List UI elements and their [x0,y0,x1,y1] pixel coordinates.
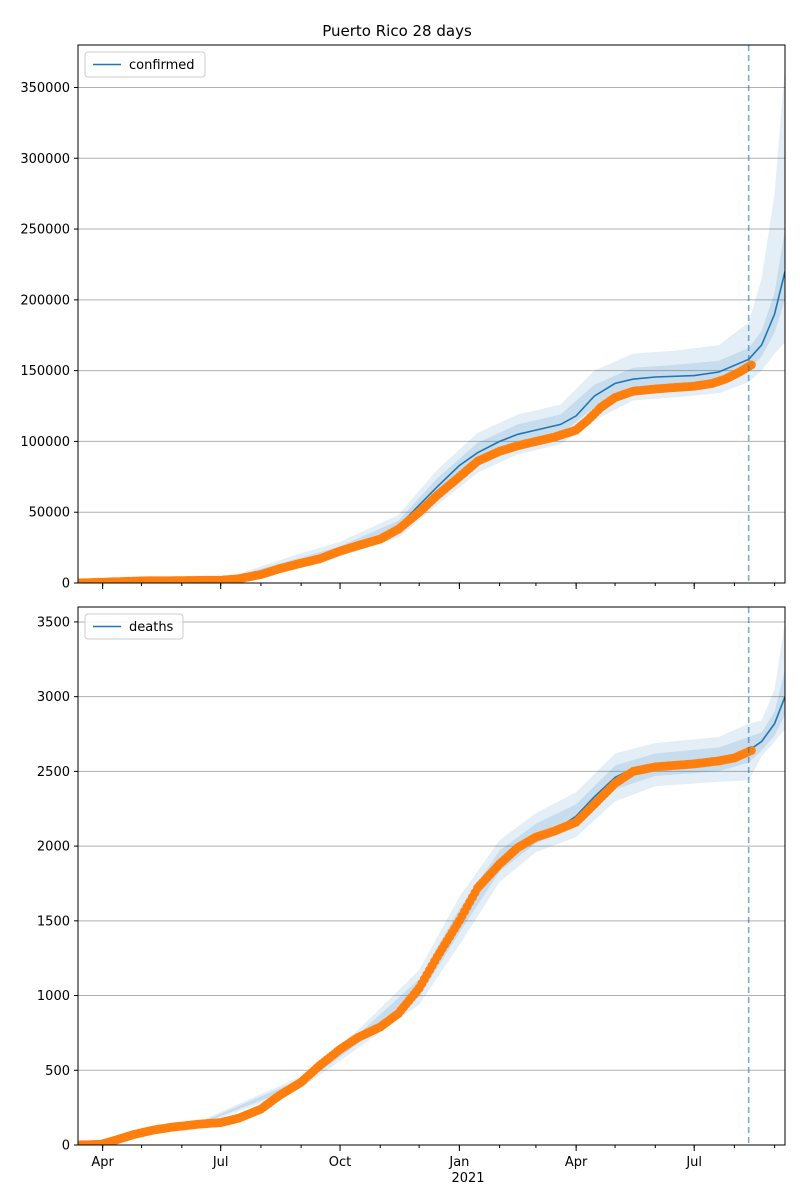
y-tick-label: 2500 [37,765,70,780]
axes-frame [77,606,786,1146]
x-tick-label: Apr [91,1155,114,1170]
x-tick-label: Jul [212,1155,229,1170]
legend: deaths [84,613,184,640]
x-tick-label: Oct [329,1155,351,1170]
y-tick-label: 1500 [37,914,70,929]
y-tick-label: 0 [62,577,70,592]
y-tick-label: 250000 [20,223,70,238]
y-tick-label: 350000 [20,81,70,96]
y-tick-label: 3000 [37,690,70,705]
legend-box [84,613,184,640]
axes-frame [77,44,786,584]
y-tick-label: 200000 [20,293,70,308]
y-tick-label: 300000 [20,152,70,167]
y-tick-label: 0 [62,1139,70,1154]
y-tick-label: 1000 [37,989,70,1004]
x-tick-label: Jul [685,1155,702,1170]
y-tick-label: 500 [45,1064,70,1079]
y-tick-label: 3500 [37,615,70,630]
confirmed-panel: 0 50000 100000 150000 200000 250000 300000 3500… [20,44,786,592]
y-tick-label: 50000 [29,506,70,521]
chart-title: Puerto Rico 28 days [322,22,472,40]
legend: confirmed [84,51,206,78]
y-tick-label: 100000 [20,435,70,450]
legend-label: deaths [129,620,174,635]
uncertainty-band-outer [78,66,785,583]
deaths-panel: 0 500 1000 1500 2000 2500 3000 3500 Apr Jul Oct Jan… [37,606,786,1170]
x-tick-label: Jan [448,1155,469,1170]
legend-label: confirmed [129,58,195,73]
x-tick-label: Apr [565,1155,588,1170]
x-year-label: 2021 [451,1171,484,1186]
y-tick-label: 2000 [37,840,70,855]
legend-box [84,51,206,78]
y-tick-label: 150000 [20,364,70,379]
